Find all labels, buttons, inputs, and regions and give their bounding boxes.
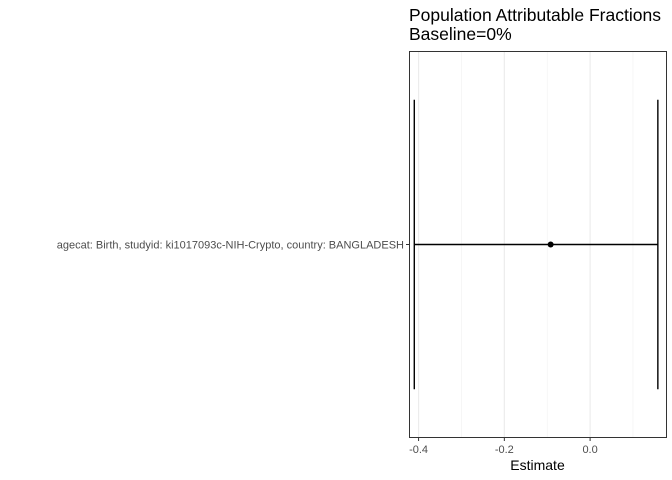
x-tick-label: -0.4 <box>409 444 428 456</box>
chart-subtitle: Baseline=0% <box>409 24 512 44</box>
x-tick-label: 0.0 <box>582 444 597 456</box>
y-tick-label: agecat: Birth, studyid: ki1017093c-NIH-C… <box>57 240 404 252</box>
x-tick-label: -0.2 <box>495 444 514 456</box>
point-estimate <box>547 241 554 248</box>
data-marks <box>413 99 659 390</box>
x-axis-title: Estimate <box>510 457 565 473</box>
y-axis: agecat: Birth, studyid: ki1017093c-NIH-C… <box>57 240 410 252</box>
x-axis: -0.4 -0.2 0.0 <box>409 437 598 456</box>
chart-title: Population Attributable Fractions <box>409 5 661 25</box>
